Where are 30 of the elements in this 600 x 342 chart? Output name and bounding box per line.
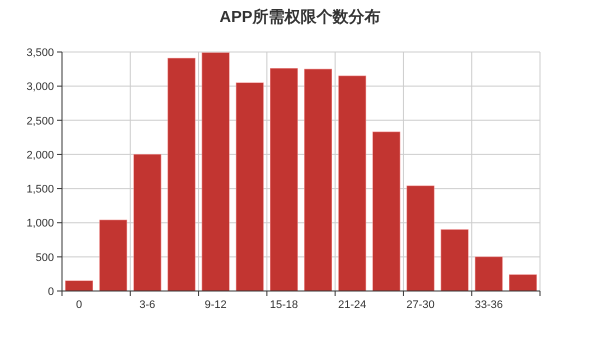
bar (168, 58, 196, 292)
y-tick-label: 1,500 (26, 184, 54, 196)
x-tick-label: 0 (76, 299, 82, 311)
x-tick-label: 9-12 (204, 299, 227, 311)
bar (372, 132, 400, 292)
y-tick-label: 2,000 (26, 149, 54, 162)
bar (202, 52, 230, 292)
y-tick-label: 500 (36, 252, 54, 264)
x-tick-label: 15-18 (270, 299, 298, 311)
bar (236, 82, 264, 292)
y-tick-label: 3,500 (26, 47, 54, 59)
bar (474, 256, 503, 292)
y-tick-label: 0 (48, 286, 54, 298)
y-tick-label: 3,000 (26, 81, 54, 94)
bar (270, 68, 298, 292)
bar (440, 229, 469, 292)
bar (509, 274, 537, 292)
bar (406, 186, 434, 292)
x-tick-label: 33-36 (474, 299, 503, 311)
x-tick-label: 3-6 (139, 299, 156, 311)
bar (304, 68, 332, 292)
y-tick-label: 2,500 (26, 115, 54, 128)
y-tick-label: 1,000 (26, 218, 54, 230)
bar (133, 154, 162, 292)
bar (99, 220, 128, 292)
x-tick-label: 21-24 (338, 299, 366, 311)
bar (338, 76, 366, 292)
x-tick-label: 27-30 (406, 299, 435, 311)
bar (65, 280, 93, 292)
chart-title: APP所需权限个数分布 (220, 8, 380, 26)
